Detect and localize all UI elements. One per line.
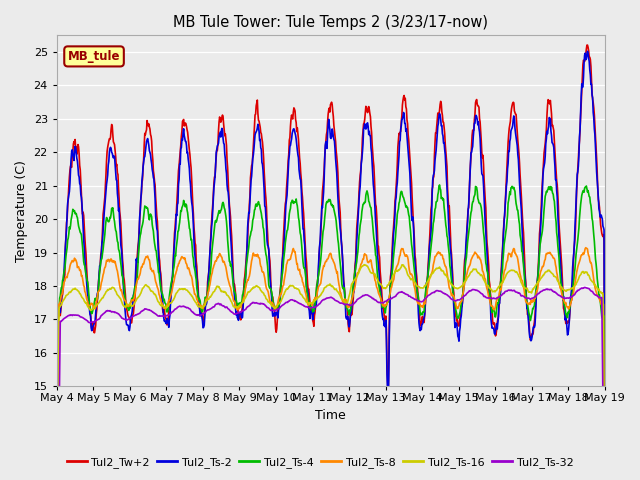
- Tul2_Ts-8: [573, 267, 581, 273]
- Tul2_Ts-16: [79, 296, 87, 301]
- Tul2_Ts-2: [582, 57, 589, 62]
- Tul2_Ts-32: [580, 285, 588, 290]
- Line: Tul2_Ts-16: Tul2_Ts-16: [57, 264, 605, 480]
- Tul2_Ts-4: [582, 183, 590, 189]
- Tul2_Ts-8: [582, 246, 590, 252]
- Tul2_Ts-32: [573, 288, 581, 294]
- Tul2_Ts-8: [155, 288, 163, 294]
- Tul2_Ts-4: [280, 252, 288, 258]
- Tul2_Ts-2: [601, 408, 609, 414]
- Tul2_Ts-8: [376, 293, 383, 299]
- Tul2_Ts-8: [79, 279, 87, 285]
- Legend: Tul2_Tw+2, Tul2_Ts-2, Tul2_Ts-4, Tul2_Ts-8, Tul2_Ts-16, Tul2_Ts-32: Tul2_Tw+2, Tul2_Ts-2, Tul2_Ts-4, Tul2_Ts…: [62, 452, 578, 472]
- Line: Tul2_Ts-4: Tul2_Ts-4: [57, 185, 605, 480]
- Line: Tul2_Ts-8: Tul2_Ts-8: [57, 248, 605, 480]
- Tul2_Ts-32: [155, 313, 163, 319]
- Line: Tul2_Ts-2: Tul2_Ts-2: [57, 51, 605, 480]
- Tul2_Ts-32: [376, 300, 383, 305]
- Tul2_Ts-4: [376, 287, 383, 293]
- Tul2_Ts-4: [601, 456, 609, 461]
- Tul2_Ts-16: [574, 277, 582, 283]
- Tul2_Tw+2: [376, 254, 383, 260]
- Tul2_Ts-4: [155, 270, 163, 276]
- Line: Tul2_Ts-32: Tul2_Ts-32: [57, 288, 605, 480]
- Tul2_Ts-2: [376, 277, 383, 283]
- Tul2_Ts-2: [280, 238, 288, 244]
- Tul2_Tw+2: [79, 209, 87, 215]
- Tul2_Ts-16: [155, 299, 163, 305]
- Tul2_Tw+2: [573, 177, 581, 182]
- Tul2_Tw+2: [155, 241, 163, 247]
- Text: MB_tule: MB_tule: [68, 50, 120, 63]
- Tul2_Tw+2: [280, 218, 288, 224]
- Tul2_Ts-2: [79, 224, 87, 230]
- Tul2_Ts-8: [280, 277, 288, 283]
- Tul2_Ts-2: [584, 48, 591, 54]
- Y-axis label: Temperature (C): Temperature (C): [15, 160, 28, 262]
- Title: MB Tule Tower: Tule Temps 2 (3/23/17-now): MB Tule Tower: Tule Temps 2 (3/23/17-now…: [173, 15, 488, 30]
- Tul2_Ts-32: [280, 301, 288, 307]
- Tul2_Tw+2: [601, 421, 609, 427]
- Tul2_Ts-8: [582, 245, 589, 251]
- Tul2_Ts-32: [582, 285, 590, 291]
- Tul2_Ts-16: [280, 291, 288, 297]
- Tul2_Ts-2: [573, 171, 581, 177]
- Tul2_Ts-4: [79, 252, 87, 258]
- Tul2_Ts-16: [582, 269, 590, 275]
- Tul2_Ts-32: [79, 315, 87, 321]
- Tul2_Ts-2: [155, 252, 163, 258]
- Line: Tul2_Tw+2: Tul2_Tw+2: [57, 45, 605, 480]
- Tul2_Ts-16: [376, 281, 384, 287]
- Tul2_Tw+2: [582, 51, 589, 57]
- Tul2_Ts-16: [360, 262, 368, 267]
- Tul2_Ts-4: [574, 237, 582, 242]
- X-axis label: Time: Time: [316, 409, 346, 422]
- Tul2_Tw+2: [584, 42, 591, 48]
- Tul2_Ts-4: [436, 182, 444, 188]
